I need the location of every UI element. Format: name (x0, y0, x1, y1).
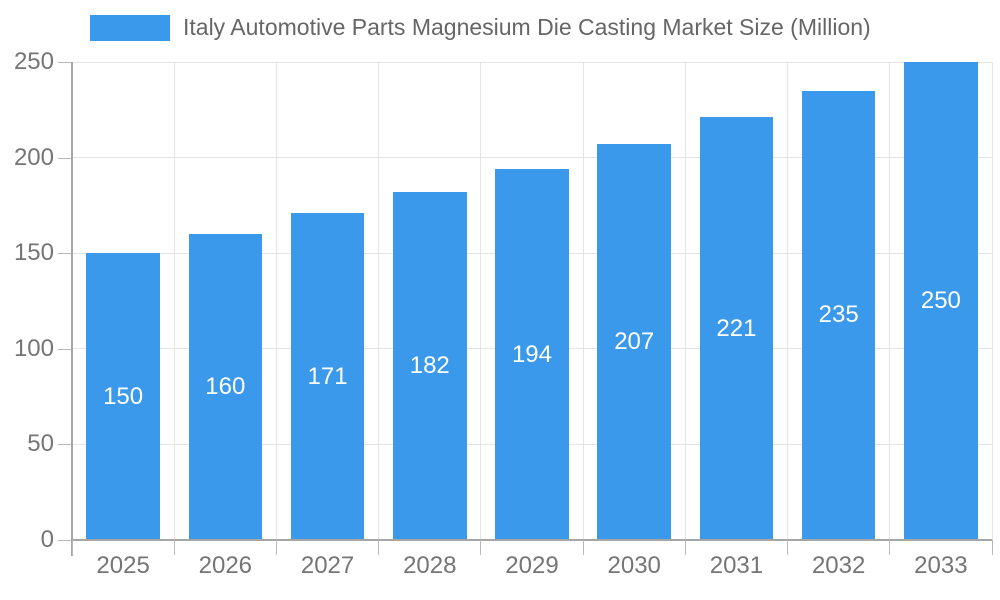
bar-value-label: 194 (511, 340, 552, 368)
x-tick-label: 2027 (300, 552, 355, 579)
y-tick-label: 0 (40, 526, 54, 553)
bar-value-label: 207 (614, 328, 655, 356)
x-axis-tick (480, 540, 482, 555)
bar-2026: 160 (188, 234, 263, 540)
y-axis-tick (58, 444, 71, 446)
y-axis-line (71, 62, 73, 556)
bar-value-label: 221 (716, 314, 757, 342)
bar-2033: 250 (904, 62, 978, 540)
x-tick-label: 2030 (607, 552, 661, 579)
grid-line-vertical (991, 62, 993, 540)
bar-2031: 221 (699, 117, 774, 540)
y-tick-label: 250 (13, 48, 54, 75)
bar-value-label: 250 (920, 287, 961, 314)
x-axis-tick (684, 540, 686, 555)
grid-line-horizontal (72, 61, 992, 63)
bar-2030: 207 (597, 144, 672, 540)
x-axis-tick (275, 540, 277, 555)
grid-line-vertical (684, 62, 686, 540)
x-tick-label: 2031 (709, 552, 764, 579)
x-axis-tick (582, 540, 584, 555)
bar-2029: 194 (495, 169, 569, 540)
bar-value-label: 160 (205, 373, 246, 401)
x-axis-tick (71, 540, 73, 555)
bar-value-label: 171 (307, 362, 348, 390)
y-axis-tick (58, 62, 71, 63)
grid-line-horizontal (72, 157, 992, 159)
y-tick-label: 200 (13, 143, 54, 171)
legend[interactable]: Italy Automotive Parts Magnesium Die Cas… (90, 14, 871, 41)
legend-swatch (90, 14, 170, 41)
x-axis-tick (889, 540, 891, 555)
y-tick-label: 100 (13, 334, 54, 362)
y-axis-tick (58, 540, 71, 541)
legend-label: Italy Automotive Parts Magnesium Die Cas… (183, 14, 871, 40)
bar-value-label: 182 (409, 352, 450, 379)
grid-line-vertical (173, 62, 175, 540)
grid-line-vertical (480, 62, 482, 540)
x-tick-label: 2032 (811, 552, 866, 579)
x-tick-label: 2025 (96, 552, 150, 579)
y-tick-label: 50 (27, 430, 54, 458)
grid-line-vertical (889, 62, 891, 540)
x-tick-label: 2028 (403, 552, 457, 579)
x-tick-label: 2033 (914, 552, 968, 579)
grid-line-vertical (787, 62, 789, 540)
bar-2027: 171 (290, 213, 365, 540)
x-tick-label: 2026 (198, 552, 253, 579)
x-axis-tick (378, 540, 380, 555)
x-tick-label: 2029 (505, 552, 559, 579)
x-axis-tick (173, 540, 175, 555)
y-axis-tick (58, 253, 71, 255)
x-axis-tick (787, 540, 789, 555)
bar-value-label: 150 (103, 382, 144, 410)
y-tick-label: 150 (13, 239, 54, 267)
y-axis-tick (58, 157, 71, 159)
bar-2032: 235 (801, 90, 876, 540)
y-axis-tick (58, 348, 71, 350)
bar-2028: 182 (392, 192, 467, 540)
x-axis-line (72, 539, 992, 541)
bar-2025: 150 (86, 253, 160, 540)
x-axis-tick (991, 540, 993, 555)
grid-line-vertical (378, 62, 380, 540)
grid-line-vertical (582, 62, 584, 540)
bar-value-label: 235 (818, 301, 859, 329)
grid-line-vertical (275, 62, 277, 540)
